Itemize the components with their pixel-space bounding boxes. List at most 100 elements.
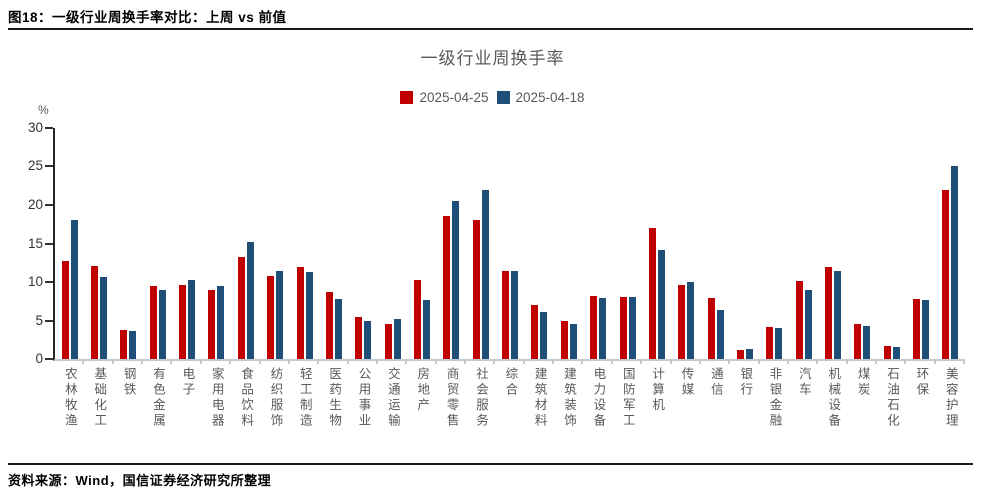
category-label: 纺织服饰 — [268, 367, 283, 429]
legend-swatch-blue — [496, 91, 510, 104]
bar-2025-04-18 — [745, 349, 753, 359]
x-tick — [407, 359, 437, 364]
category-cell: 通信 — [701, 367, 730, 398]
bar-2025-04-18 — [599, 298, 607, 359]
bar-2025-04-25 — [413, 279, 421, 359]
category-label: 通信 — [708, 367, 723, 398]
category-label: 环保 — [914, 367, 929, 398]
category-cell: 煤炭 — [848, 367, 877, 398]
x-tick — [349, 359, 378, 364]
x-tick — [730, 359, 760, 364]
bar-2025-04-25 — [237, 257, 245, 359]
bar-2025-04-18 — [364, 320, 372, 359]
y-tick-label: 5 — [35, 312, 43, 328]
bar-2025-04-18 — [863, 325, 871, 359]
bar-group — [349, 128, 378, 359]
bar-2025-04-25 — [590, 295, 598, 359]
bar-2025-04-25 — [267, 275, 275, 359]
category-label: 社会服务 — [473, 367, 488, 429]
x-axis-ticks — [55, 359, 966, 364]
bar-group — [789, 128, 818, 359]
category-cell: 纺织服饰 — [261, 367, 290, 429]
y-tick-label: 20 — [27, 196, 43, 212]
category-cell: 电子 — [172, 367, 201, 398]
x-tick — [525, 359, 555, 364]
bar-2025-04-25 — [766, 326, 774, 359]
bar-group — [877, 128, 906, 359]
bar-2025-04-18 — [834, 271, 842, 359]
category-label: 家用电器 — [209, 367, 224, 429]
bar-group — [730, 128, 759, 359]
x-tick — [84, 359, 114, 364]
bar-2025-04-25 — [707, 298, 715, 359]
bar-2025-04-25 — [883, 345, 891, 359]
category-label: 美容护理 — [943, 367, 958, 429]
x-tick — [466, 359, 496, 364]
category-label: 综合 — [503, 367, 518, 398]
y-tick-mark — [45, 358, 53, 360]
bar-2025-04-18 — [892, 346, 900, 359]
x-tick — [936, 359, 966, 364]
bars — [55, 128, 965, 359]
category-cell: 农林牧渔 — [55, 367, 84, 429]
y-tick-mark — [45, 203, 53, 206]
bar-2025-04-18 — [276, 271, 284, 359]
legend-label-current-week: 2025-04-25 — [419, 90, 489, 105]
category-cell: 医药生物 — [319, 367, 348, 429]
x-tick — [818, 359, 848, 364]
category-cell: 机械设备 — [818, 367, 847, 429]
bar-2025-04-18 — [452, 201, 460, 359]
category-cell: 基础化工 — [84, 367, 113, 429]
bar-2025-04-18 — [511, 271, 519, 359]
bar-2025-04-25 — [825, 266, 833, 359]
category-label: 医药生物 — [327, 367, 342, 429]
y-tick-mark — [45, 280, 53, 283]
bar-group — [466, 128, 495, 359]
bar-group — [613, 128, 642, 359]
category-cell: 国防军工 — [613, 367, 642, 429]
category-label: 公用事业 — [356, 367, 371, 429]
y-axis-unit-label: % — [38, 103, 49, 117]
y-tick-mark — [45, 165, 53, 168]
bar-2025-04-18 — [422, 299, 430, 359]
bar-2025-04-18 — [804, 290, 812, 359]
x-tick — [906, 359, 936, 364]
bar-2025-04-18 — [158, 289, 166, 359]
bar-2025-04-25 — [736, 349, 744, 359]
bar-2025-04-18 — [775, 328, 783, 359]
y-tick-mark — [45, 242, 53, 245]
category-label: 有色金属 — [151, 367, 165, 429]
legend-label-prev-week: 2025-04-18 — [515, 90, 585, 105]
legend-item-current-week: 2025-04-25 — [400, 90, 489, 105]
x-tick — [701, 359, 731, 364]
category-label: 交通运输 — [385, 367, 400, 429]
bar-2025-04-18 — [628, 296, 636, 359]
bar-2025-04-18 — [334, 298, 342, 359]
x-tick — [877, 359, 907, 364]
category-label: 非银金融 — [767, 367, 782, 429]
figure-title: 图18：一级行业周换手率对比：上周 vs 前值 — [8, 10, 287, 25]
bar-2025-04-18 — [481, 189, 489, 359]
category-cell: 非银金融 — [760, 367, 789, 429]
bar-group — [818, 128, 847, 359]
bar-2025-04-25 — [560, 320, 568, 359]
bar-group — [525, 128, 554, 359]
x-tick — [143, 359, 173, 364]
category-cell: 美容护理 — [936, 367, 965, 429]
bar-2025-04-25 — [502, 271, 510, 359]
top-divider — [8, 28, 973, 30]
bar-group — [231, 128, 260, 359]
bar-2025-04-18 — [716, 309, 724, 359]
bar-group — [202, 128, 231, 359]
bar-2025-04-18 — [951, 165, 959, 359]
bar-2025-04-18 — [217, 285, 225, 359]
bar-2025-04-18 — [687, 282, 695, 359]
category-cell: 建筑装饰 — [554, 367, 583, 429]
category-label: 计算机 — [650, 367, 665, 414]
y-tick-label: 10 — [27, 273, 43, 289]
bar-group — [172, 128, 201, 359]
category-cell: 传媒 — [672, 367, 701, 398]
x-tick — [672, 359, 701, 364]
category-label: 钢铁 — [121, 367, 136, 398]
category-label: 电力设备 — [591, 367, 606, 429]
